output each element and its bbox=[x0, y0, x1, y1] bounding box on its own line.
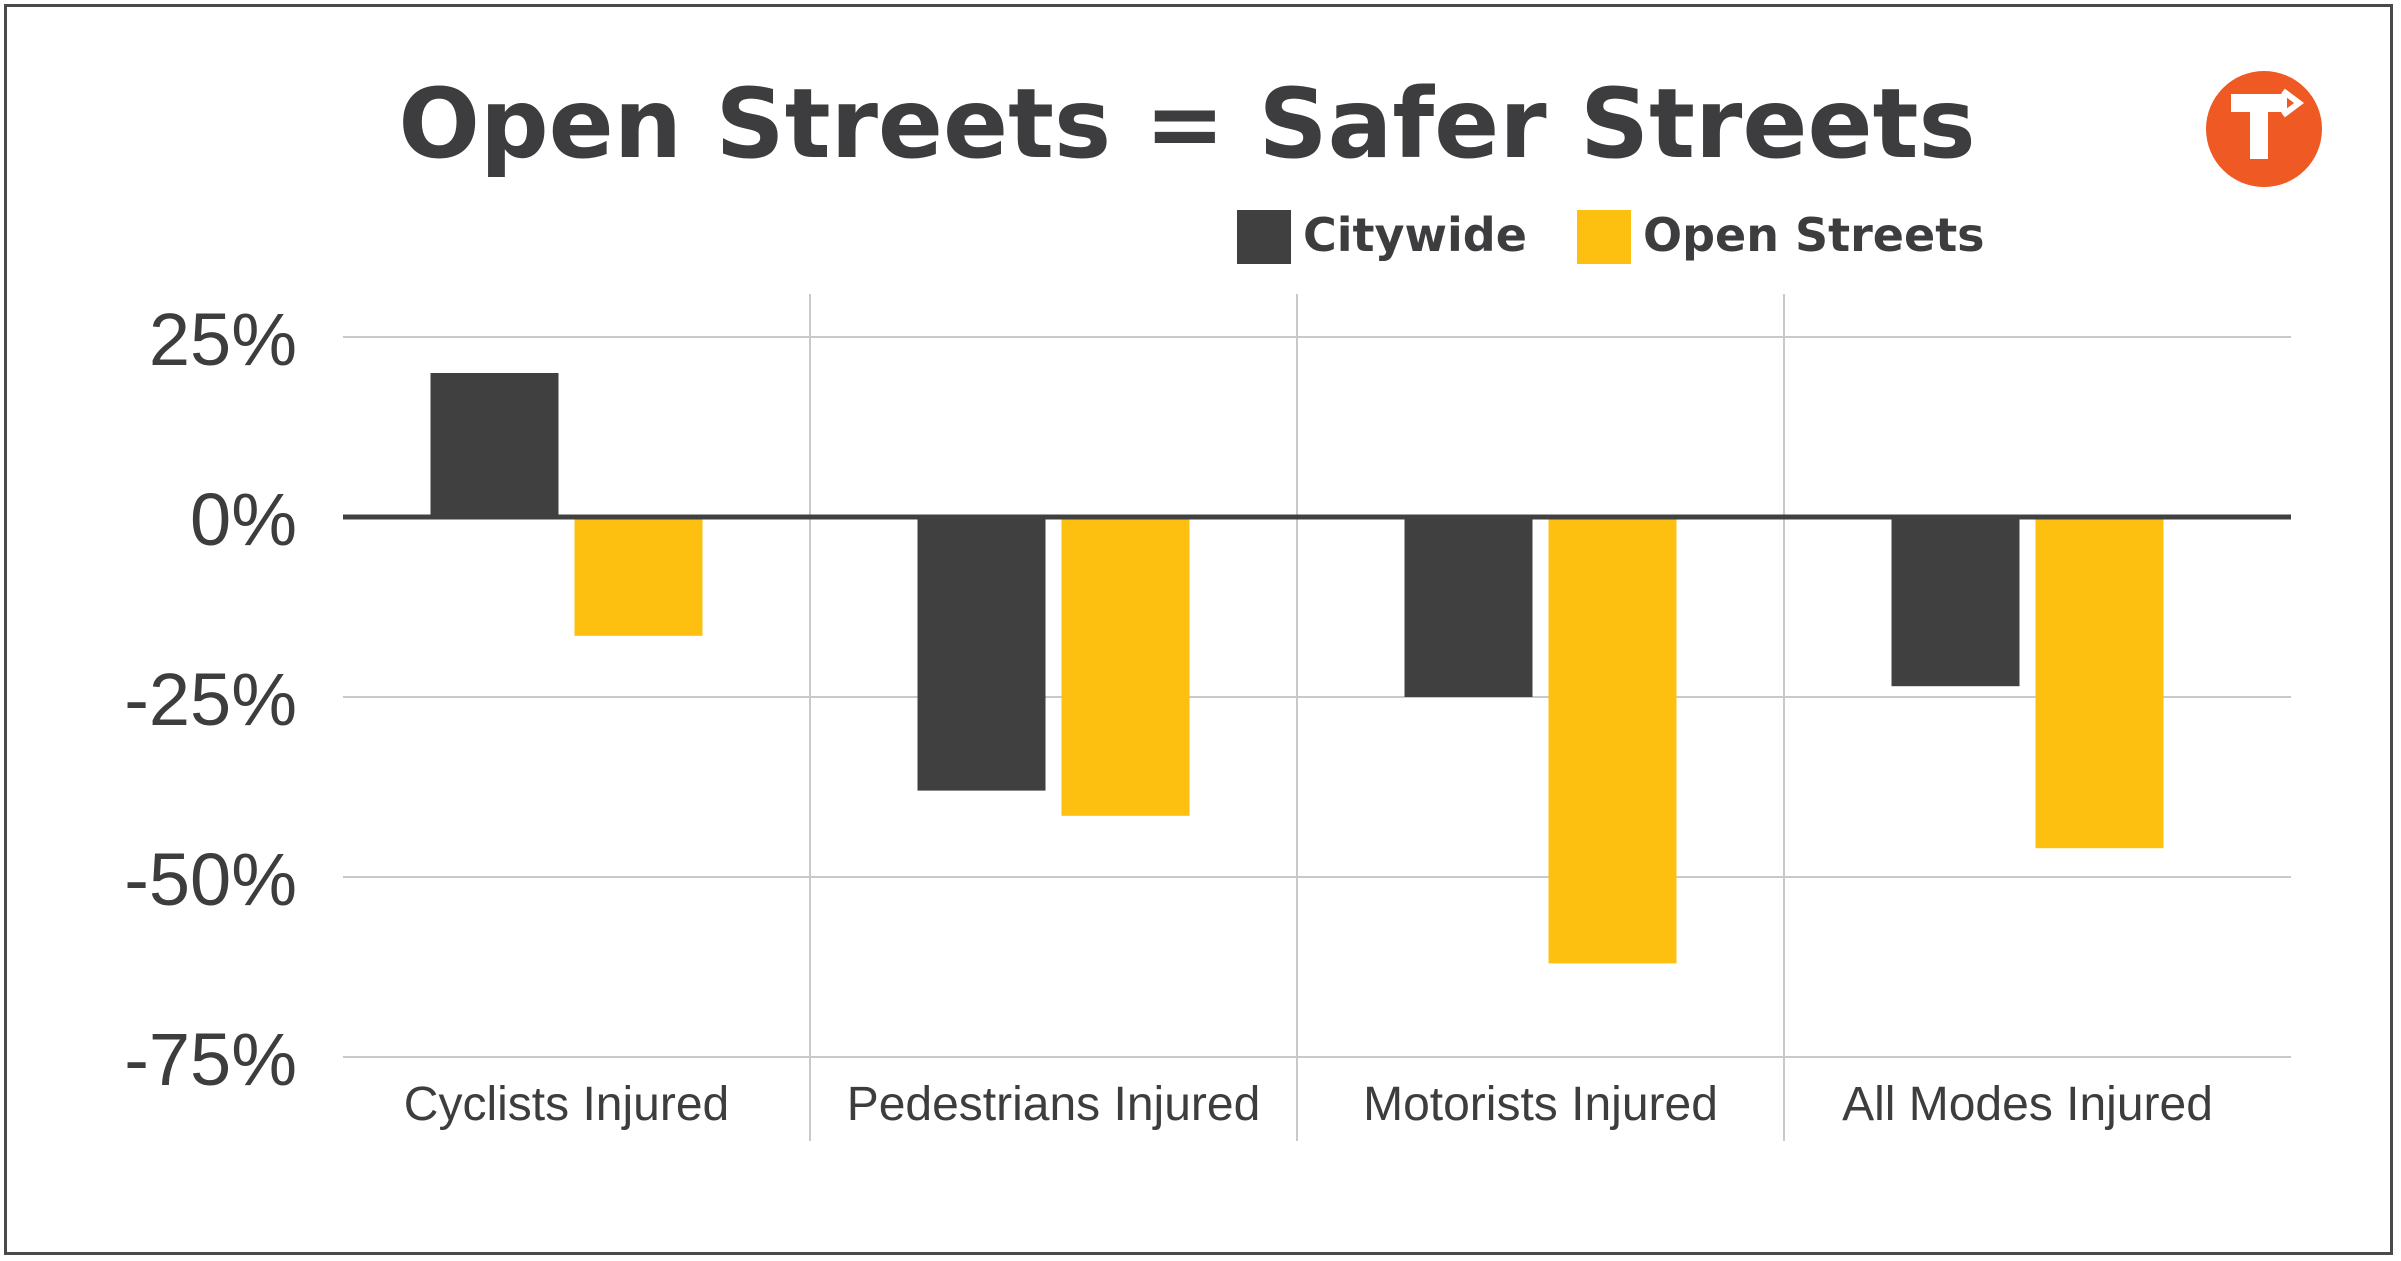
category-label: Motorists Injured bbox=[1363, 1078, 1718, 1131]
legend-label: Citywide bbox=[1303, 208, 1527, 262]
bar-citywide bbox=[1891, 517, 2020, 687]
bar-open-streets bbox=[2035, 517, 2164, 849]
legend-swatch bbox=[1577, 210, 1631, 264]
category-label: Pedestrians Injured bbox=[847, 1078, 1261, 1131]
grid-lines bbox=[343, 294, 2291, 1141]
bars bbox=[430, 373, 2164, 964]
y-tick-label: -50% bbox=[124, 838, 297, 921]
category-labels: Cyclists Injured Pedestrians Injured Motor… bbox=[404, 1078, 2213, 1131]
bar-citywide bbox=[430, 373, 559, 517]
y-tick-label: -25% bbox=[124, 658, 297, 741]
y-tick-label: 25% bbox=[149, 298, 297, 381]
legend-swatch bbox=[1237, 210, 1291, 264]
bar-open-streets bbox=[574, 517, 703, 636]
category-label: All Modes Injured bbox=[1842, 1078, 2213, 1131]
bar-citywide bbox=[917, 517, 1046, 791]
category-label: Cyclists Injured bbox=[404, 1078, 729, 1131]
chart-title: Open Streets = Safer Streets bbox=[398, 68, 1975, 180]
legend-label: Open Streets bbox=[1643, 208, 1985, 262]
bar-open-streets bbox=[1548, 517, 1677, 964]
turn-arrow-logo-icon bbox=[2206, 71, 2322, 187]
legend: Citywide Open Streets bbox=[1237, 208, 1985, 264]
y-tick-label: 0% bbox=[190, 478, 297, 561]
chart-svg: Open Streets = Safer Streets Citywide Ope… bbox=[124, 68, 2322, 1141]
bar-citywide bbox=[1404, 517, 1533, 697]
y-tick-label: -75% bbox=[124, 1018, 297, 1101]
chart-frame: Open Streets = Safer Streets Citywide Ope… bbox=[4, 4, 2393, 1255]
y-tick-labels: 25% 0% -25% -50% -75% bbox=[124, 298, 297, 1101]
bar-open-streets bbox=[1061, 517, 1190, 816]
